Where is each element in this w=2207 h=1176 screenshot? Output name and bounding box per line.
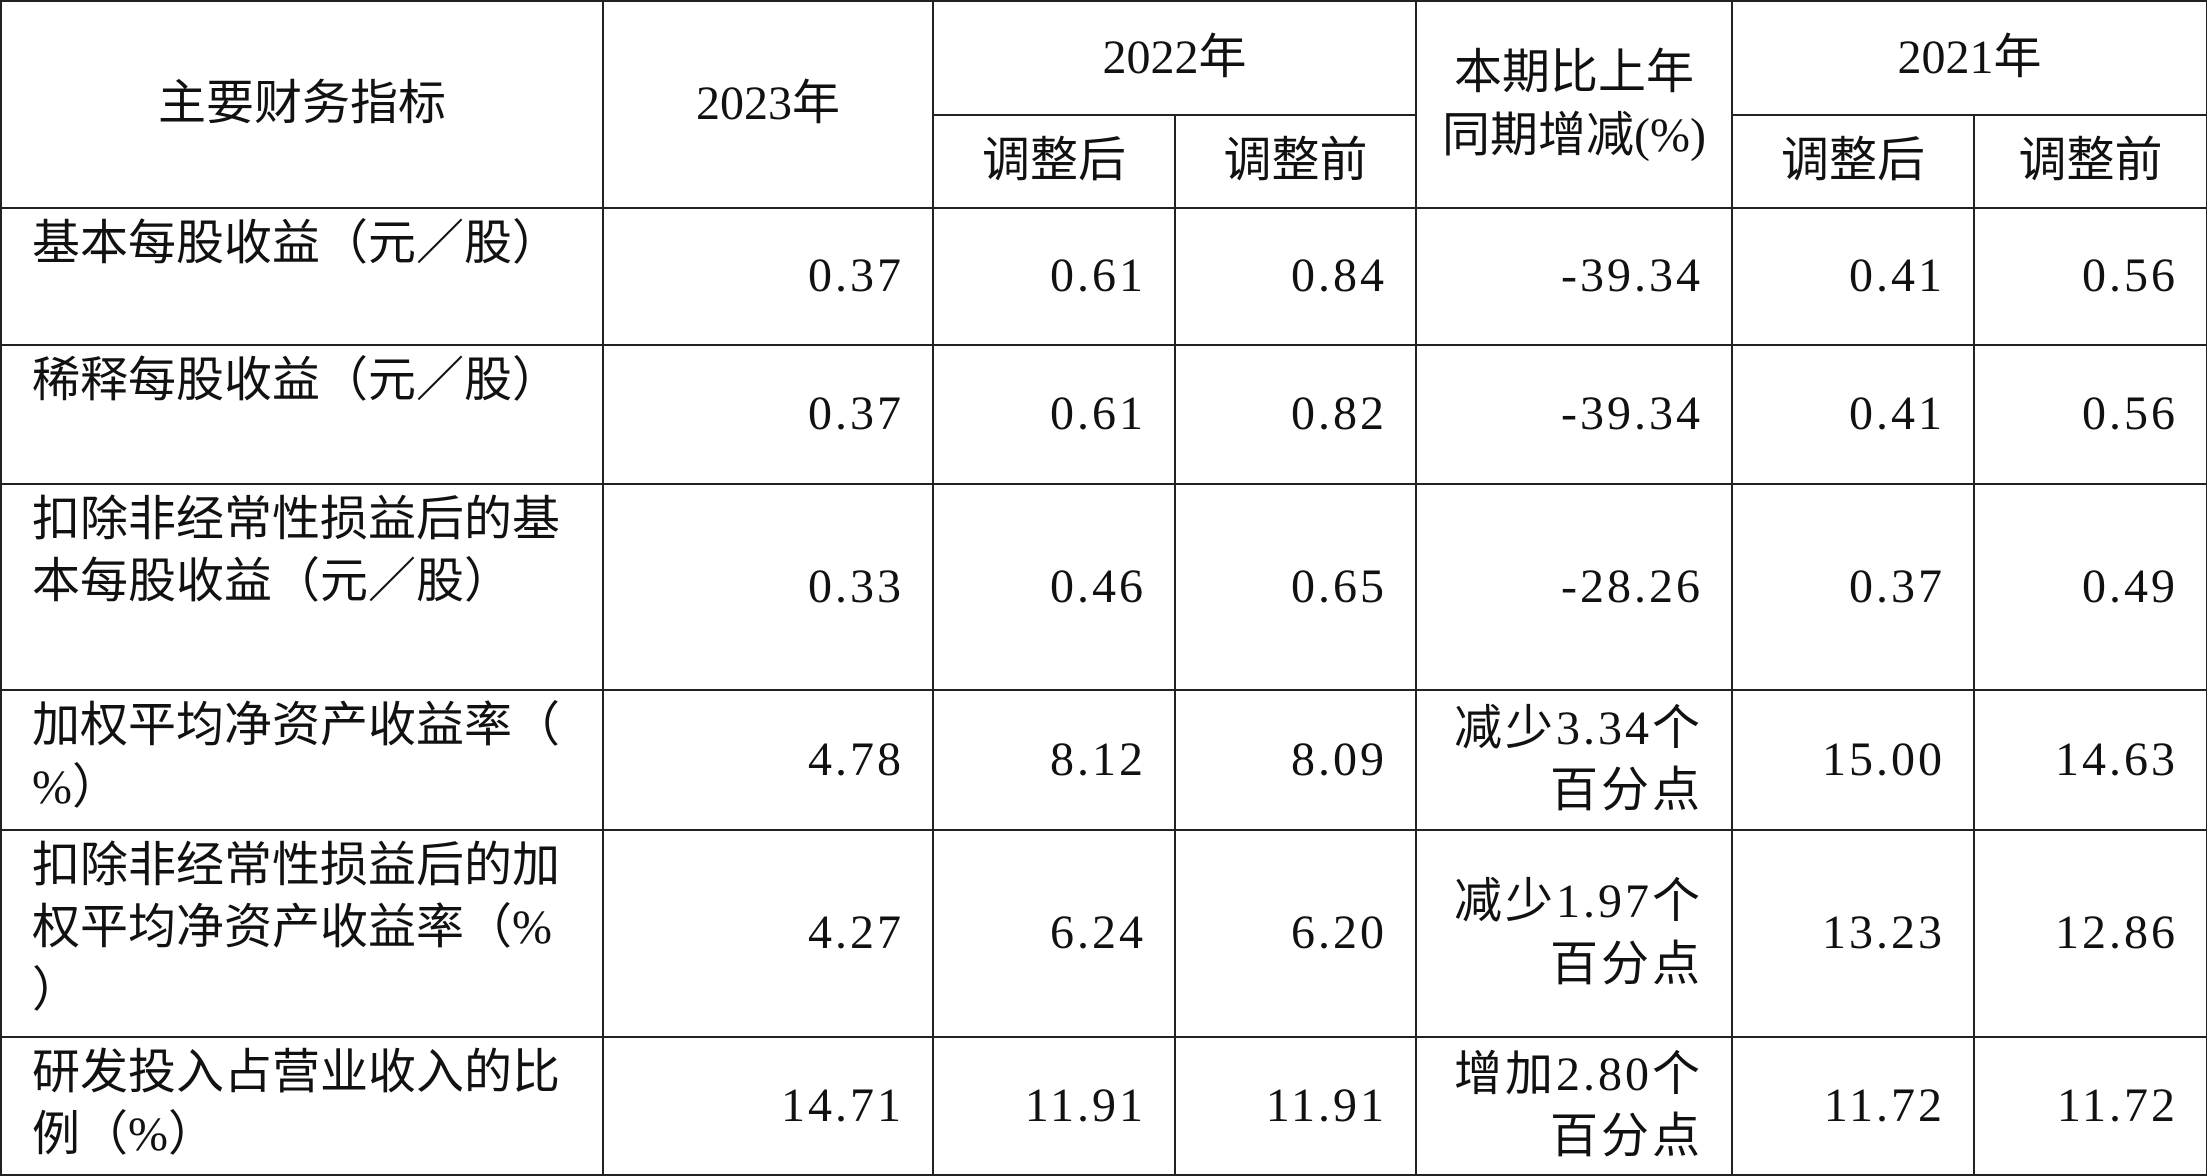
cell: 0.61: [932, 207, 1176, 346]
cell: 8.09: [1173, 689, 1418, 831]
data-row: 扣除非经常性损益后的加权平均净资产收益率（%） 4.27 6.24 6.20 减少1.9…: [0, 829, 2207, 1038]
cell: 0.37: [602, 344, 934, 485]
data-row: 基本每股收益（元／股） 0.37 0.61 0.84 -39.34 0.41 0.56: [0, 207, 2207, 346]
cell: 13.23: [1731, 829, 1976, 1038]
data-row: 稀释每股收益（元／股） 0.37 0.61 0.82 -39.34 0.41 0.56: [0, 344, 2207, 485]
header-row: 调整后 调整前 调整后 调整前: [1, 114, 2207, 209]
cell: 0.46: [932, 483, 1176, 691]
header-cell: 调整前: [1173, 114, 1418, 209]
row-label: 稀释每股收益（元／股）: [0, 344, 604, 485]
cell: 8.12: [932, 689, 1176, 831]
row-label: 研发投入占营业收入的比例（%）: [0, 1036, 604, 1176]
cell: 0.61: [932, 344, 1176, 485]
header-cell: 2023年: [602, 0, 934, 209]
cell: 11.72: [1731, 1036, 1976, 1176]
cell: 0.56: [1973, 344, 2207, 485]
cell: 14.63: [1973, 689, 2207, 831]
cell: 减少1.97个百分点: [1415, 829, 1734, 1038]
cell: 0.84: [1173, 207, 1418, 346]
row-label: 扣除非经常性损益后的加权平均净资产收益率（%）: [0, 829, 604, 1038]
cell: 0.49: [1973, 483, 2207, 691]
header-cell: 2021年: [1731, 0, 2207, 116]
cell: 14.71: [602, 1036, 934, 1176]
header-row: 主要财务指标 2023年 2022年 本期比上年同期增减(%) 2021年: [0, 0, 2207, 209]
cell: 0.41: [1731, 207, 1976, 346]
cell: 增加2.80个百分点: [1415, 1036, 1734, 1176]
row-label: 基本每股收益（元／股）: [0, 207, 604, 346]
cell: 4.78: [602, 689, 934, 831]
cell: -39.34: [1415, 344, 1734, 485]
cell: 4.27: [602, 829, 934, 1038]
cell: 6.24: [932, 829, 1176, 1038]
cell: 0.65: [1173, 483, 1418, 691]
cell: 0.33: [602, 483, 934, 691]
data-row: 扣除非经常性损益后的基本每股收益（元／股） 0.33 0.46 0.65 -28.26 0…: [0, 483, 2207, 691]
cell: 0.82: [1173, 344, 1418, 485]
cell: 6.20: [1173, 829, 1418, 1038]
cell: 0.37: [602, 207, 934, 346]
header-cell: 调整后: [1731, 114, 1976, 209]
cell: 11.91: [932, 1036, 1176, 1176]
header-cell: 2022年: [931, 0, 1418, 116]
row-label: 扣除非经常性损益后的基本每股收益（元／股）: [0, 483, 604, 691]
cell: 11.72: [1973, 1036, 2207, 1176]
data-row: 研发投入占营业收入的比例（%） 14.71 11.91 11.91 增加2.80个百分点…: [0, 1036, 2207, 1176]
cell: -28.26: [1415, 483, 1734, 691]
cell: 0.37: [1731, 483, 1976, 691]
row-label: 加权平均净资产收益率（%）: [0, 689, 604, 831]
cell: -39.34: [1415, 207, 1734, 346]
cell: 12.86: [1973, 829, 2207, 1038]
header-cell: 主要财务指标: [0, 0, 604, 209]
header-cell: 本期比上年同期增减(%): [1415, 0, 1734, 209]
cell: 15.00: [1731, 689, 1976, 831]
cell: 减少3.34个百分点: [1415, 689, 1734, 831]
data-row: 加权平均净资产收益率（%） 4.78 8.12 8.09 减少3.34个百分点 15.00…: [0, 689, 2207, 831]
cell: 11.91: [1173, 1036, 1418, 1176]
header-cell: 调整前: [1973, 114, 2207, 209]
cell: 0.41: [1731, 344, 1976, 485]
cell: 0.56: [1973, 207, 2207, 346]
header-cell: 调整后: [932, 114, 1176, 209]
